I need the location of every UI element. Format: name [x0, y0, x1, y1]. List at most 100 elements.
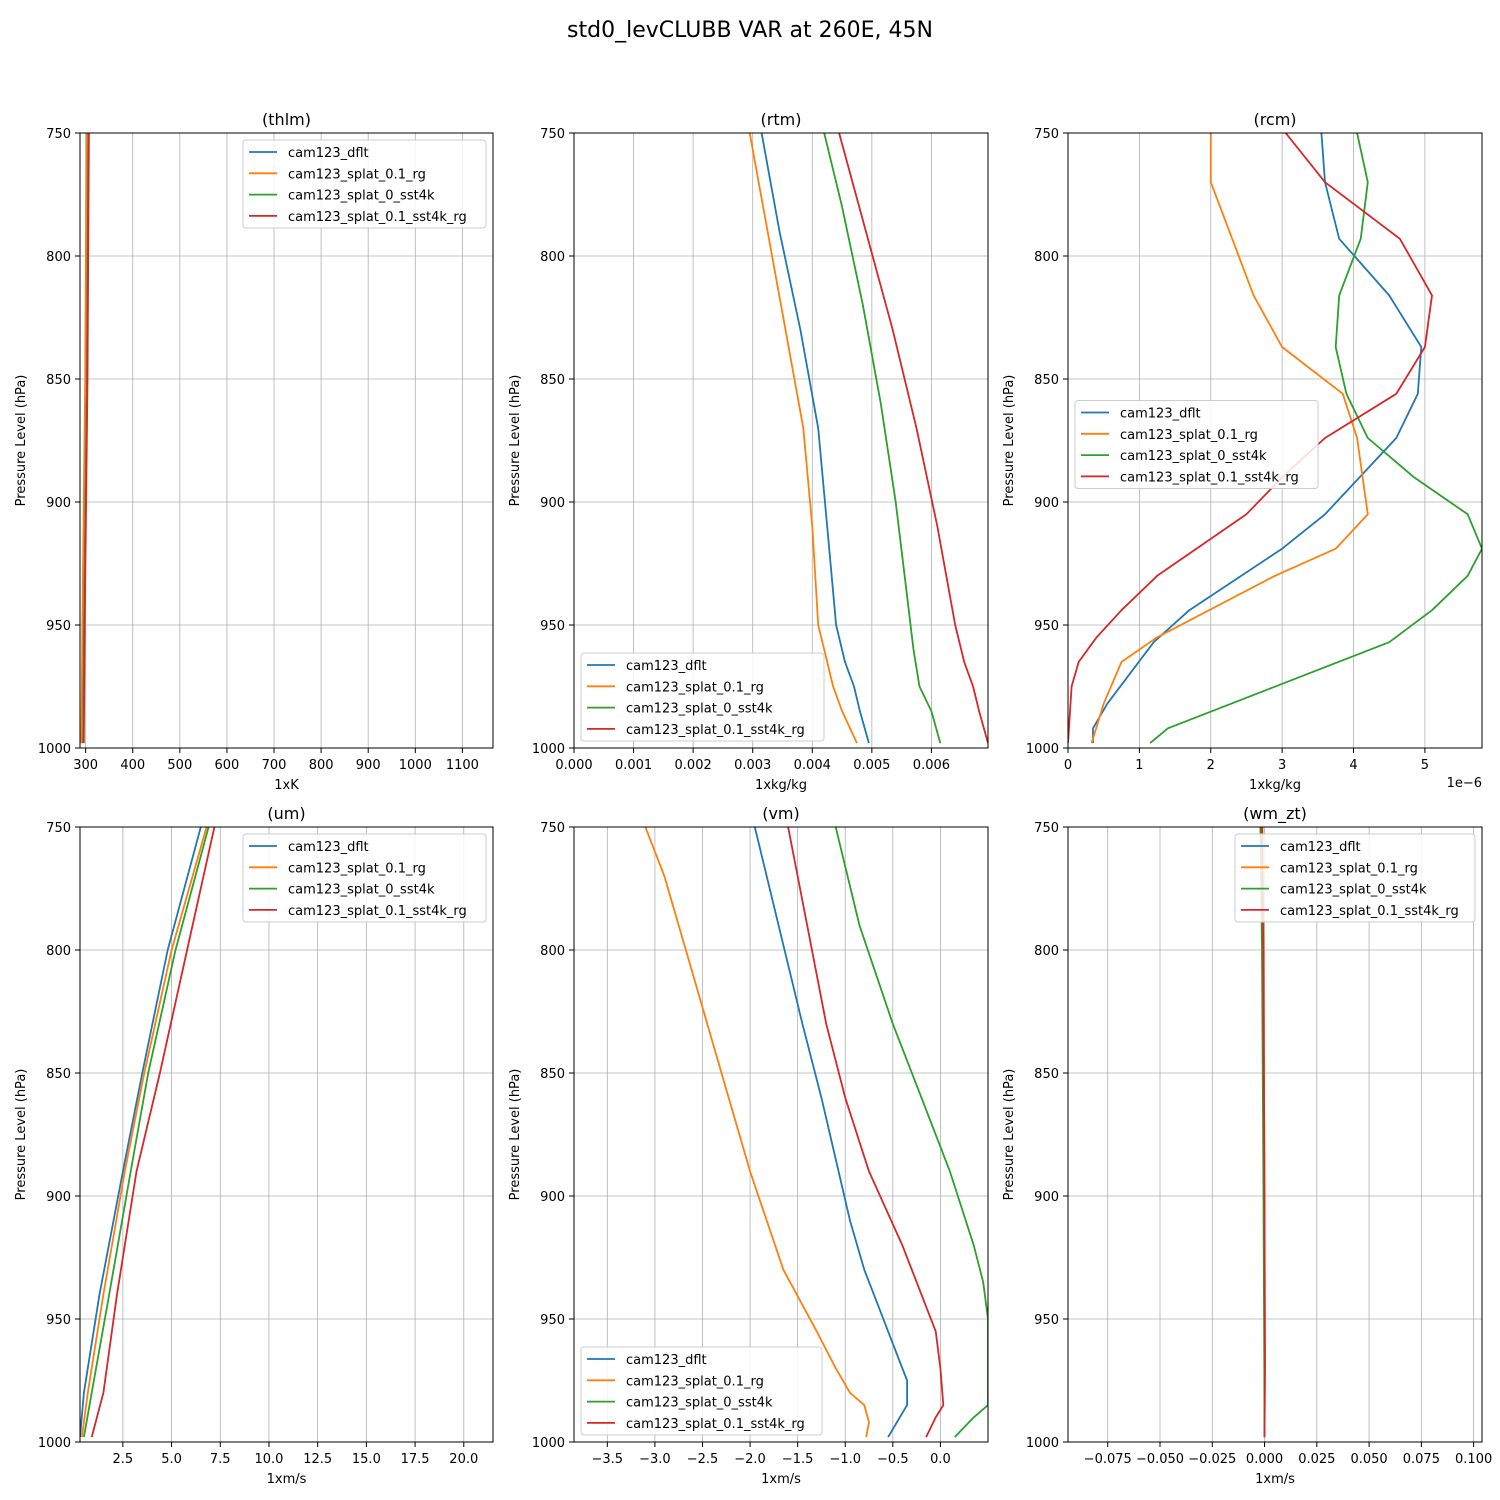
series-line-cam123_splat_0.1_sst4k_rg — [838, 133, 988, 744]
y-tick-label: 900 — [46, 1190, 71, 1205]
y-tick-label: 900 — [1034, 1190, 1059, 1205]
legend-label: cam123_splat_0_sst4k — [288, 883, 435, 898]
y-tick-label: 750 — [46, 127, 71, 142]
x-tick-label: 0.003 — [734, 758, 771, 773]
x-tick-label: 0.075 — [1403, 1452, 1440, 1467]
legend-label: cam123_splat_0_sst4k — [288, 189, 435, 204]
y-tick-label: 950 — [46, 619, 71, 634]
series-line-cam123_splat_0.1_sst4k_rg — [90, 827, 216, 1438]
y-tick-label: 850 — [1034, 373, 1059, 388]
x-tick-label: 5 — [1421, 758, 1429, 773]
x-tick-label: 0.0 — [930, 1452, 951, 1467]
x-tick-label: 10.0 — [254, 1452, 283, 1467]
series-line-cam123_dflt — [80, 827, 202, 1438]
y-tick-label: 750 — [46, 821, 71, 836]
legend-box — [1234, 833, 1476, 923]
subplot-5: −0.075 −0.050 −0.025 0.000 0.025 0.050 0.075 0.… — [1002, 804, 1492, 1487]
y-tick-label: 850 — [46, 373, 71, 388]
y-tick-label: 800 — [46, 944, 71, 959]
series-line-cam123_splat_0_sst4k — [83, 827, 210, 1438]
x-tick-label: 0.002 — [675, 758, 712, 773]
legend-label: cam123_dflt — [626, 1353, 707, 1368]
x-tick-label: 400 — [120, 758, 145, 773]
subplot-title: (rcm) — [1253, 110, 1296, 129]
legend-label: cam123_splat_0_sst4k — [626, 702, 773, 717]
series-line-cam123_splat_0.1_sst4k_rg — [82, 133, 90, 744]
subplot-title: (wm_zt) — [1243, 804, 1307, 824]
y-tick-label: 750 — [1034, 821, 1059, 836]
x-tick-label: 0.050 — [1350, 1452, 1387, 1467]
legend-label: cam123_splat_0.1_sst4k_rg — [626, 723, 805, 738]
series-lines — [80, 827, 216, 1438]
x-tick-label: 0.001 — [615, 758, 652, 773]
y-tick-label: 950 — [46, 1313, 71, 1328]
legend-box — [242, 833, 487, 923]
x-tick-label: 0.000 — [1246, 1452, 1283, 1467]
series-lines — [644, 827, 988, 1438]
subplot-title: (thlm) — [262, 110, 311, 129]
legend-label: cam123_splat_0.1_sst4k_rg — [626, 1417, 805, 1432]
y-tick-label: 900 — [46, 496, 71, 511]
legend-label: cam123_dflt — [626, 659, 707, 674]
y-tick-label: 800 — [540, 944, 565, 959]
x-tick-label: 15.0 — [352, 1452, 381, 1467]
x-tick-label: 0.000 — [555, 758, 592, 773]
x-tick-label: 700 — [262, 758, 287, 773]
x-axis-label: 1xm/s — [761, 1472, 801, 1487]
y-tick-label: 750 — [1034, 127, 1059, 142]
legend: cam123_dflt cam123_splat_0.1_rg cam123_spl… — [580, 1346, 823, 1436]
x-axis-label: 1xm/s — [1255, 1472, 1295, 1487]
plot-frame — [1067, 826, 1483, 1443]
legend-label: cam123_splat_0.1_sst4k_rg — [1120, 470, 1299, 485]
x-tick-label: −3.0 — [639, 1452, 671, 1467]
x-tick-label: −0.050 — [1136, 1452, 1184, 1467]
x-tick-label: 900 — [356, 758, 381, 773]
y-axis-label: Pressure Level (hPa) — [508, 1069, 523, 1201]
subplot-title: (um) — [267, 804, 305, 823]
legend-box — [580, 652, 825, 742]
series-line-cam123_dflt — [1092, 133, 1423, 744]
series-line-cam123_splat_0.1_rg — [1090, 133, 1369, 744]
legend-label: cam123_splat_0.1_rg — [1280, 861, 1418, 876]
x-tick-label: 7.5 — [210, 1452, 231, 1467]
x-tick-label: −0.5 — [877, 1452, 909, 1467]
x-axis-label: 1xkg/kg — [755, 778, 807, 793]
x-offset-label: 1e−6 — [1447, 776, 1482, 791]
y-axis-label: Pressure Level (hPa) — [14, 1069, 29, 1201]
x-tick-label: −1.5 — [782, 1452, 814, 1467]
y-axis-label: Pressure Level (hPa) — [1002, 375, 1017, 507]
series-lines — [80, 133, 90, 744]
legend-label: cam123_splat_0.1_sst4k_rg — [1280, 904, 1459, 919]
legend: cam123_dflt cam123_splat_0.1_rg cam123_spl… — [1074, 400, 1319, 489]
plot-frame — [79, 132, 494, 749]
y-axis-label: Pressure Level (hPa) — [1002, 1069, 1017, 1201]
y-tick-label: 800 — [1034, 944, 1059, 959]
y-tick-label: 750 — [540, 127, 565, 142]
x-tick-label: 1000 — [399, 758, 432, 773]
x-tick-label: −3.5 — [592, 1452, 624, 1467]
y-tick-label: 1000 — [532, 1436, 565, 1451]
x-tick-label: 0.004 — [794, 758, 831, 773]
y-tick-label: 950 — [540, 619, 565, 634]
x-tick-label: 300 — [73, 758, 98, 773]
subplot-title: (rtm) — [761, 110, 802, 129]
x-axis-label: 1xK — [274, 778, 299, 793]
x-tick-label: 20.0 — [449, 1452, 478, 1467]
y-tick-label: 850 — [46, 1067, 71, 1082]
y-tick-label: 950 — [1034, 619, 1059, 634]
legend-label: cam123_splat_0.1_sst4k_rg — [288, 904, 467, 919]
series-lines — [748, 133, 988, 744]
x-tick-label: 17.5 — [401, 1452, 430, 1467]
series-line-cam123_dflt — [760, 133, 870, 744]
figure-title: std0_levCLUBB VAR at 260E, 45N — [567, 18, 933, 43]
x-axis-label: 1xm/s — [267, 1472, 307, 1487]
y-tick-label: 900 — [1034, 496, 1059, 511]
series-line-cam123_splat_0_sst4k — [1149, 133, 1482, 744]
x-tick-label: −0.025 — [1188, 1452, 1236, 1467]
plot-frame — [573, 826, 989, 1443]
x-tick-label: 0.025 — [1298, 1452, 1335, 1467]
y-tick-label: 750 — [540, 821, 565, 836]
y-tick-label: 1000 — [1026, 1436, 1059, 1451]
series-line-cam123_splat_0.1_rg — [748, 133, 858, 744]
